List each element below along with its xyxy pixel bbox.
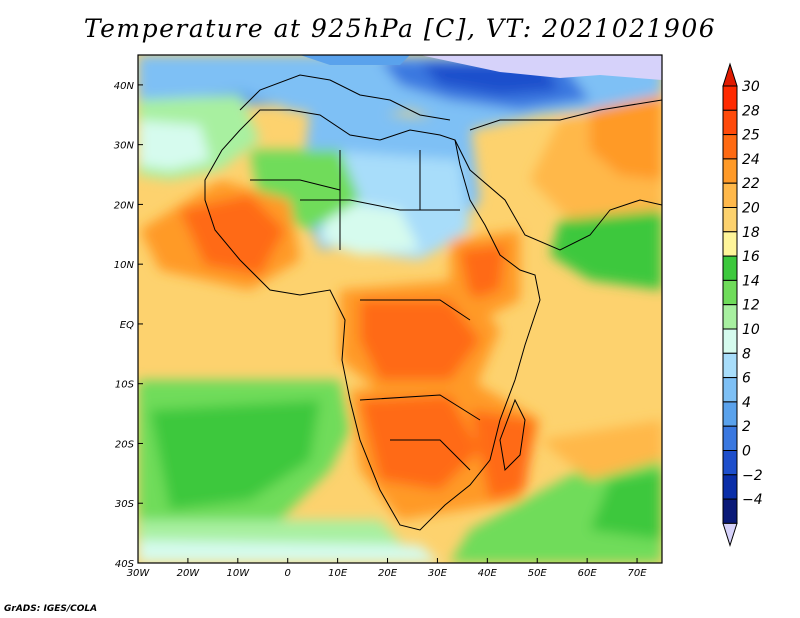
colorbar-label: 22 bbox=[742, 176, 760, 192]
colorbar-label: 16 bbox=[742, 249, 760, 265]
colorbar-swatch bbox=[722, 158, 738, 184]
lat-tick-label: 10N bbox=[114, 260, 135, 271]
longitude-ticks: 30W 20W 10W 0 10E 20E 30E 40E 50E 60E 70E bbox=[127, 558, 648, 579]
colorbar-swatch bbox=[722, 304, 738, 330]
colorbar-label: 25 bbox=[742, 128, 760, 144]
colorbar-swatch bbox=[722, 450, 738, 476]
colorbar-label: 4 bbox=[742, 395, 751, 411]
colorbar-label: 8 bbox=[742, 346, 751, 362]
colorbar-swatch bbox=[722, 279, 738, 306]
lon-tick-label: 60E bbox=[578, 568, 598, 579]
colorbar-label: −2 bbox=[742, 468, 763, 484]
map-frame bbox=[137, 54, 663, 564]
lon-tick-label: 10W bbox=[226, 568, 250, 579]
colorbar-label: 20 bbox=[742, 201, 760, 217]
colorbar-bottom-triangle bbox=[722, 522, 738, 548]
colorbar-label: 18 bbox=[742, 225, 760, 241]
colorbar-swatch bbox=[722, 255, 738, 281]
colorbar-swatch bbox=[722, 85, 738, 111]
lat-tick-label: 40N bbox=[114, 81, 135, 92]
colorbar-label: 24 bbox=[742, 152, 760, 168]
latitude-ticks: 40N 30N 20N 10N EQ 10S 20S 30S 40S bbox=[114, 81, 143, 570]
lon-tick-label: 30W bbox=[127, 568, 151, 579]
lon-tick-label: 30E bbox=[428, 568, 448, 579]
temperature-field bbox=[138, 55, 662, 563]
colorbar-swatch bbox=[722, 425, 738, 452]
colorbar-swatch bbox=[722, 377, 738, 403]
colorbar-swatch bbox=[722, 328, 738, 354]
colorbar-label: −4 bbox=[742, 492, 763, 508]
colorbar-label: 6 bbox=[742, 371, 751, 387]
colorbar-label: 12 bbox=[742, 298, 760, 314]
coastlines bbox=[204, 74, 662, 531]
colorbar-swatch bbox=[722, 401, 738, 427]
lon-tick-label: 0 bbox=[285, 568, 291, 579]
lat-tick-label: 20N bbox=[114, 200, 135, 211]
lon-tick-label: 20W bbox=[177, 568, 201, 579]
colorbar-label: 28 bbox=[742, 103, 760, 119]
lat-tick-label: 30S bbox=[115, 499, 135, 510]
colorbar-label: 30 bbox=[742, 79, 760, 95]
colorbar-swatch bbox=[722, 498, 738, 524]
colorbar-label: 14 bbox=[742, 273, 760, 289]
colorbar-swatch bbox=[722, 207, 738, 233]
lon-tick-label: 50E bbox=[528, 568, 548, 579]
lon-tick-label: 10E bbox=[328, 568, 348, 579]
colorbar-top-triangle bbox=[722, 62, 738, 87]
lat-tick-label: 10S bbox=[115, 380, 135, 391]
lat-tick-label: 20S bbox=[115, 439, 135, 450]
lon-tick-label: 40E bbox=[478, 568, 498, 579]
colorbar-swatch bbox=[722, 134, 738, 160]
colorbar-label: 2 bbox=[742, 419, 751, 435]
lon-tick-label: 70E bbox=[628, 568, 648, 579]
colorbar-swatch bbox=[722, 231, 738, 257]
colorbar-label: 10 bbox=[742, 322, 760, 338]
colorbar-swatch bbox=[722, 352, 738, 379]
map-title: Temperature at 925hPa [C], VT: 202102190… bbox=[83, 14, 717, 43]
colorbar-swatch bbox=[722, 109, 738, 136]
colorbar-label: 0 bbox=[742, 444, 751, 460]
colorbar-swatch bbox=[722, 474, 738, 500]
colorbar-swatch bbox=[722, 182, 738, 208]
lat-tick-label: 40S bbox=[115, 559, 135, 570]
grads-credit: GrADS: IGES/COLA bbox=[4, 604, 98, 614]
lat-tick-label: EQ bbox=[120, 320, 134, 331]
lon-tick-label: 20E bbox=[378, 568, 398, 579]
lat-tick-label: 30N bbox=[114, 141, 135, 152]
